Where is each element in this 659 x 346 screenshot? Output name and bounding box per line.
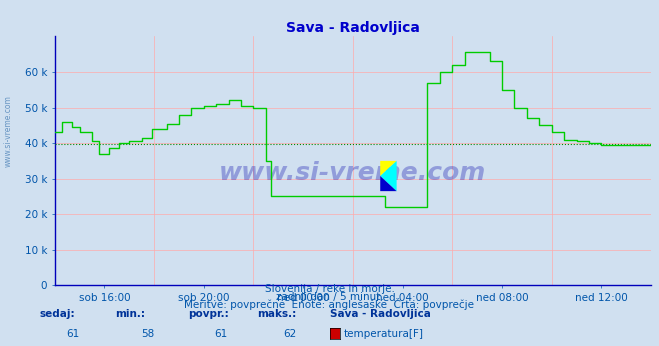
Title: Sava - Radovljica: Sava - Radovljica	[286, 21, 420, 35]
Polygon shape	[380, 161, 397, 176]
Text: 61: 61	[214, 329, 227, 339]
Text: temperatura[F]: temperatura[F]	[344, 329, 424, 339]
Polygon shape	[380, 176, 397, 191]
Text: www.si-vreme.com: www.si-vreme.com	[3, 95, 13, 167]
Text: sedaj:: sedaj:	[40, 309, 75, 319]
Text: Slovenija / reke in morje.: Slovenija / reke in morje.	[264, 284, 395, 294]
Text: povpr.:: povpr.:	[188, 309, 229, 319]
Text: Sava - Radovljica: Sava - Radovljica	[330, 309, 430, 319]
Text: maks.:: maks.:	[257, 309, 297, 319]
Text: www.si-vreme.com: www.si-vreme.com	[219, 161, 486, 185]
Text: min.:: min.:	[115, 309, 146, 319]
Text: 58: 58	[142, 329, 155, 339]
Text: 62: 62	[283, 329, 297, 339]
Text: zadnji dan / 5 minut.: zadnji dan / 5 minut.	[275, 292, 384, 302]
Text: Meritve: povprečne  Enote: anglešaške  Črta: povprečje: Meritve: povprečne Enote: anglešaške Črt…	[185, 298, 474, 310]
Text: 61: 61	[66, 329, 79, 339]
Polygon shape	[380, 161, 397, 191]
